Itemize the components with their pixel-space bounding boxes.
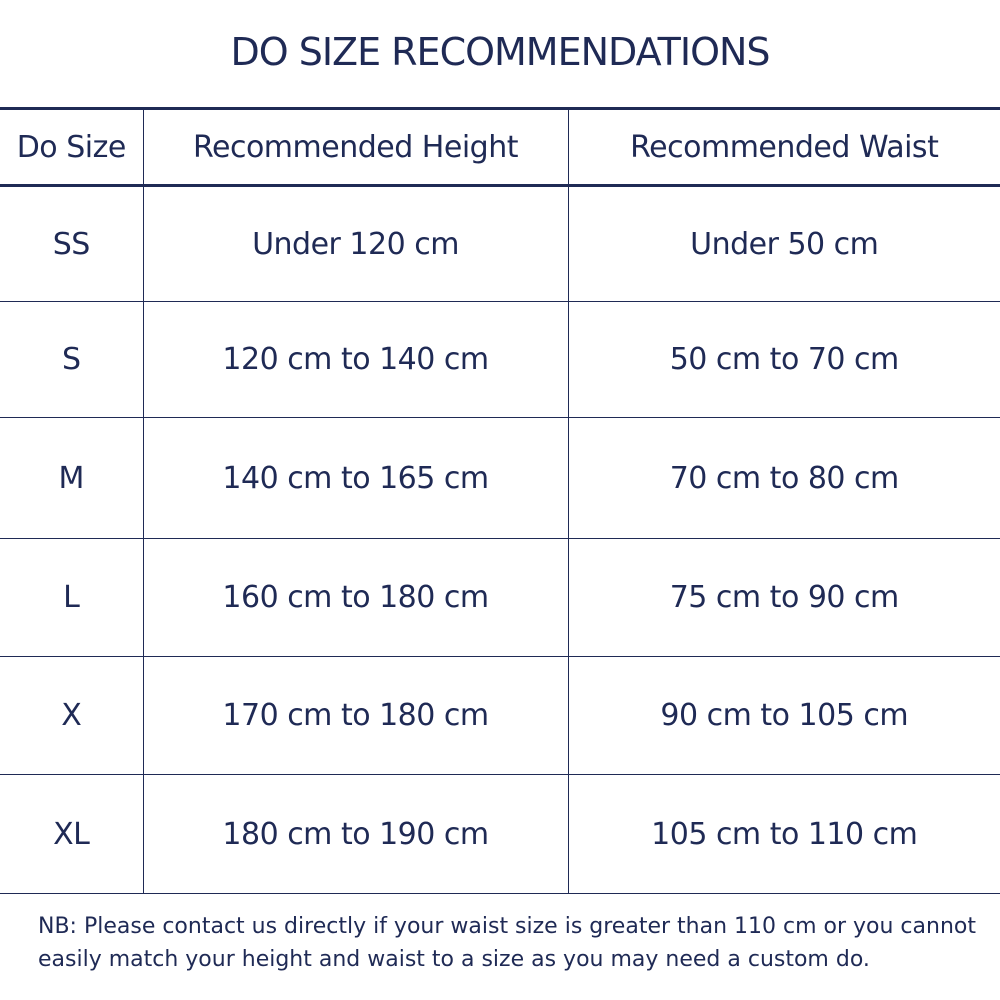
cell-waist: 50 cm to 70 cm — [567, 301, 1000, 418]
table-row: S 120 cm to 140 cm 50 cm to 70 cm — [0, 301, 1000, 418]
cell-size: L — [0, 538, 143, 657]
cell-waist: 105 cm to 110 cm — [567, 774, 1000, 894]
table-row: SS Under 120 cm Under 50 cm — [0, 185, 1000, 302]
cell-height: 170 cm to 180 cm — [142, 656, 568, 775]
table-row: L 160 cm to 180 cm 75 cm to 90 cm — [0, 538, 1000, 657]
cell-height: 180 cm to 190 cm — [142, 774, 568, 894]
cell-height: 160 cm to 180 cm — [142, 538, 568, 657]
table-row: X 170 cm to 180 cm 90 cm to 105 cm — [0, 656, 1000, 775]
page-title: DO SIZE RECOMMENDATIONS — [230, 30, 770, 74]
header-row: Do Size Recommended Height Recommended W… — [0, 107, 1000, 187]
cell-height: 120 cm to 140 cm — [142, 301, 568, 418]
table-row: XL 180 cm to 190 cm 105 cm to 110 cm — [0, 774, 1000, 894]
cell-size: X — [0, 656, 143, 775]
cell-size: M — [0, 417, 143, 539]
cell-waist: Under 50 cm — [567, 185, 1000, 302]
cell-height: Under 120 cm — [142, 185, 568, 302]
cell-size: SS — [0, 185, 143, 302]
cell-waist: 70 cm to 80 cm — [567, 417, 1000, 539]
cell-size: S — [0, 301, 143, 418]
header-waist: Recommended Waist — [567, 107, 1000, 187]
header-height: Recommended Height — [142, 107, 568, 187]
footnote: NB: Please contact us directly if your w… — [38, 914, 976, 972]
cell-waist: 90 cm to 105 cm — [567, 656, 1000, 775]
header-size: Do Size — [0, 107, 143, 187]
cell-size: XL — [0, 774, 143, 894]
cell-height: 140 cm to 165 cm — [142, 417, 568, 539]
size-table: Do Size Recommended Height Recommended W… — [0, 107, 1000, 894]
cell-waist: 75 cm to 90 cm — [567, 538, 1000, 657]
table-row: M 140 cm to 165 cm 70 cm to 80 cm — [0, 417, 1000, 539]
